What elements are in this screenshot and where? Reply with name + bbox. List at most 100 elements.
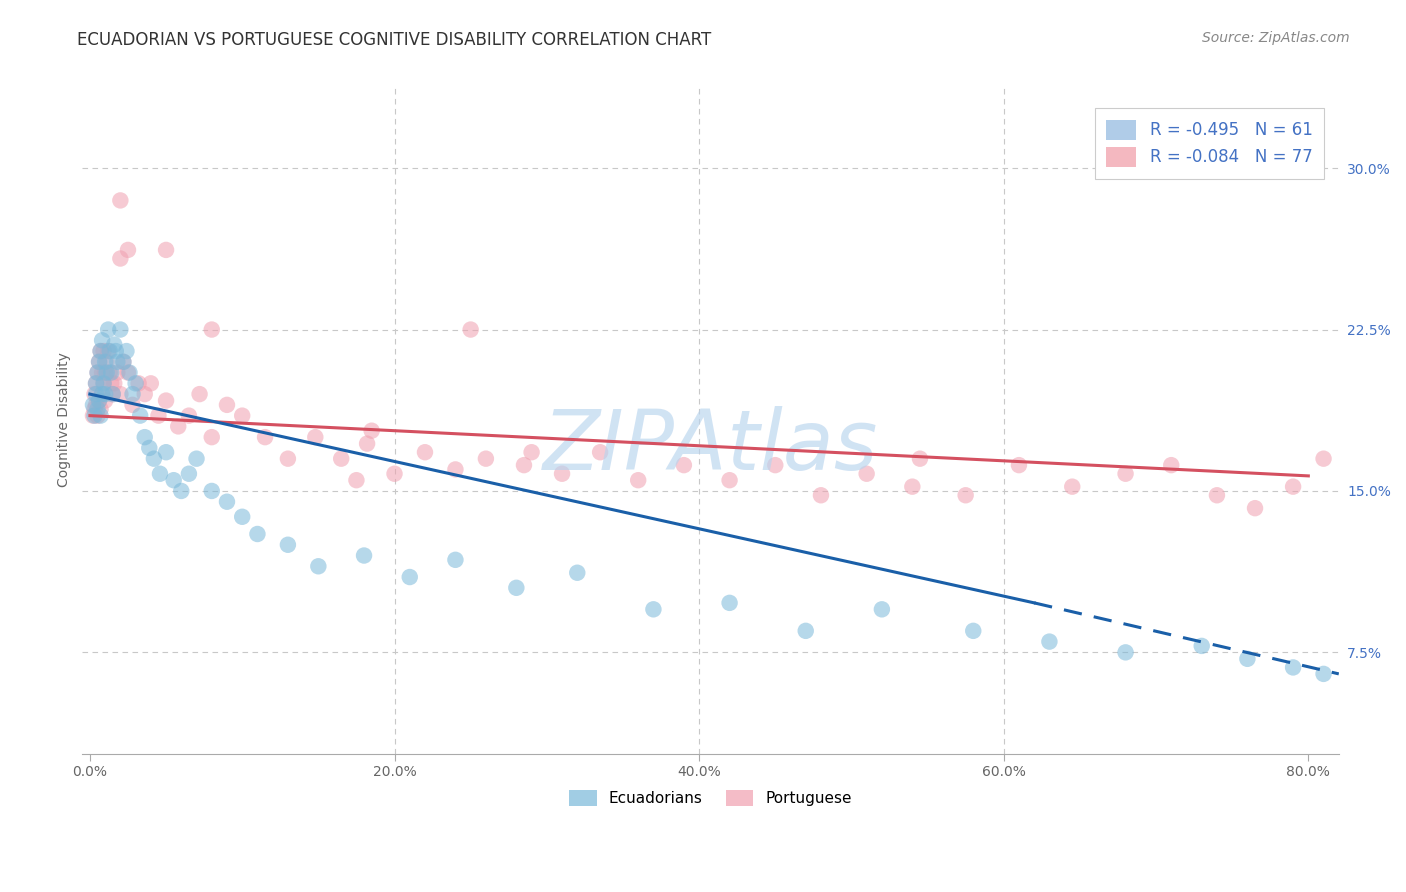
Point (105, 366, 128, 380)
Point (101, 387, 124, 401)
Point (84, 387, 107, 401)
Point (82, 409, 104, 423)
Point (87, 355, 110, 369)
Point (86, 402, 108, 417)
Point (1115, 467, 1137, 481)
Point (1282, 660, 1305, 674)
Point (505, 581, 527, 595)
Point (93, 376, 115, 391)
Point (1062, 480, 1084, 494)
Point (1038, 634, 1060, 648)
Point (91, 366, 114, 380)
Point (901, 480, 924, 494)
Point (246, 527, 269, 541)
Point (215, 398, 238, 412)
Text: ECUADORIAN VS PORTUGUESE COGNITIVE DISABILITY CORRELATION CHART: ECUADORIAN VS PORTUGUESE COGNITIVE DISAB… (77, 31, 711, 49)
Point (94, 387, 117, 401)
Point (188, 387, 211, 401)
Point (201, 430, 224, 444)
Point (83, 409, 105, 423)
Point (112, 355, 135, 369)
Point (810, 488, 832, 502)
Point (105, 355, 128, 369)
Point (91, 387, 114, 401)
Point (96, 366, 118, 380)
Point (121, 387, 143, 401)
Y-axis label: Cognitive Disability: Cognitive Disability (58, 352, 72, 487)
Point (1191, 639, 1213, 653)
Point (98, 366, 121, 380)
Point (1236, 652, 1258, 666)
Point (155, 243, 177, 257)
Point (360, 424, 382, 438)
Point (398, 570, 420, 584)
Point (513, 458, 536, 472)
Point (100, 376, 122, 391)
Point (128, 376, 150, 391)
Point (475, 451, 498, 466)
Point (90, 409, 112, 423)
Point (155, 393, 177, 408)
Point (83, 402, 105, 417)
Point (117, 243, 139, 257)
Point (110, 387, 132, 401)
Point (186, 451, 208, 466)
Point (97, 344, 120, 359)
Point (86, 366, 108, 380)
Point (94, 355, 117, 369)
Point (307, 559, 329, 574)
Point (346, 473, 368, 487)
Point (94, 393, 117, 408)
Point (87, 355, 110, 369)
Point (962, 624, 984, 638)
Point (170, 483, 193, 498)
Point (101, 387, 124, 401)
Point (149, 467, 172, 481)
Point (589, 445, 612, 459)
Point (1115, 645, 1137, 659)
Point (1206, 488, 1229, 502)
Point (98, 344, 121, 359)
Legend: Ecuadorians, Portuguese: Ecuadorians, Portuguese (562, 784, 858, 813)
Point (277, 451, 299, 466)
Point (520, 445, 543, 459)
Text: ZIPAtlas: ZIPAtlas (543, 406, 879, 487)
Point (356, 436, 378, 450)
Point (1008, 458, 1031, 472)
Point (177, 409, 200, 423)
Point (104, 344, 127, 359)
Point (148, 409, 170, 423)
Point (84, 376, 107, 391)
Point (1312, 451, 1334, 466)
Point (231, 409, 253, 423)
Point (139, 376, 162, 391)
Point (444, 553, 467, 567)
Point (201, 483, 224, 498)
Point (254, 430, 277, 444)
Point (384, 467, 406, 481)
Point (103, 337, 125, 351)
Point (100, 366, 122, 380)
Point (97, 322, 120, 336)
Point (96, 355, 118, 369)
Point (1160, 458, 1182, 472)
Point (87, 393, 110, 408)
Point (718, 596, 741, 610)
Point (277, 538, 299, 552)
Point (84, 398, 107, 412)
Point (121, 398, 143, 412)
Point (87, 393, 110, 408)
Point (567, 566, 589, 580)
Point (627, 473, 650, 487)
Point (115, 344, 138, 359)
Point (201, 322, 224, 336)
Point (330, 451, 353, 466)
Point (90, 402, 112, 417)
Point (110, 194, 132, 208)
Point (643, 602, 665, 616)
Point (93, 376, 115, 391)
Point (1312, 666, 1334, 681)
Point (718, 473, 741, 487)
Point (82, 398, 104, 412)
Point (855, 467, 877, 481)
